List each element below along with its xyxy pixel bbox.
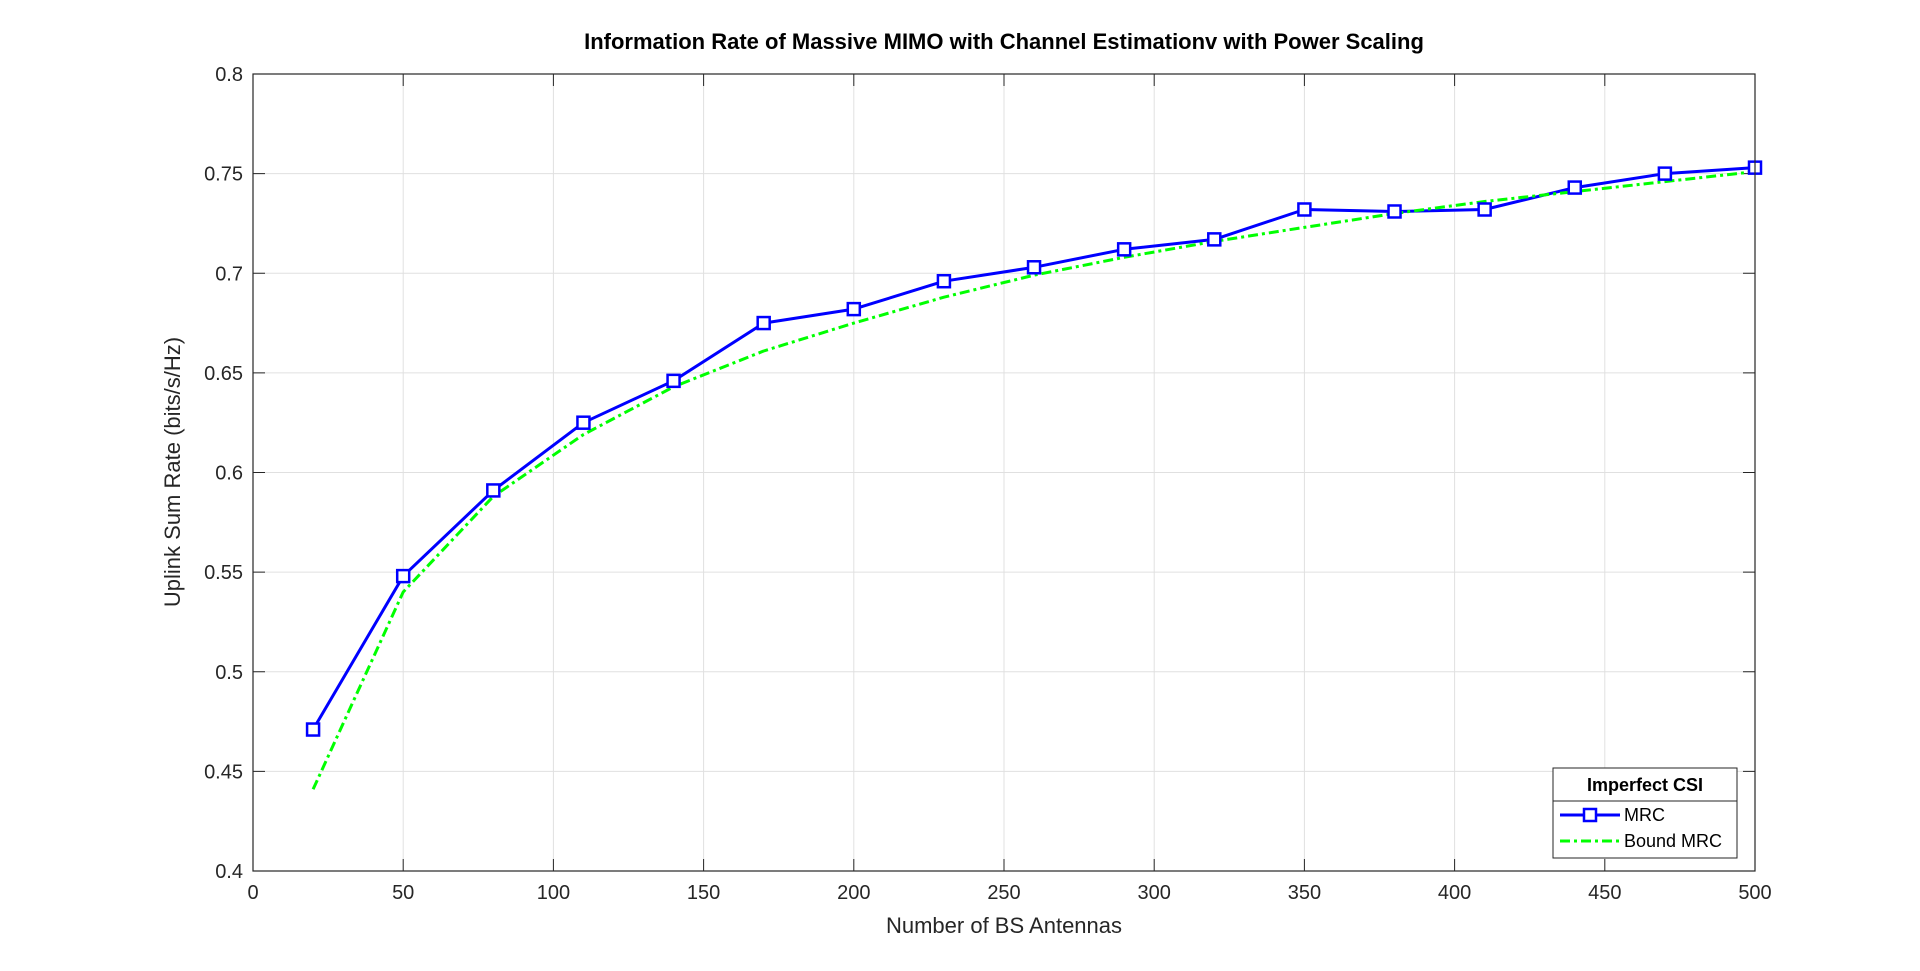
data-point-mrc: [576, 415, 591, 430]
y-tick-label: 0.4: [215, 861, 243, 883]
y-tick-label: 0.8: [215, 64, 243, 86]
x-tick-label: 150: [687, 882, 720, 904]
y-tick-label: 0.55: [204, 562, 243, 584]
x-tick-label: 400: [1438, 882, 1471, 904]
plot-area-border: [252, 73, 1756, 872]
x-tick-label: 50: [392, 882, 414, 904]
y-tick-labels: 0.4 0.45 0.5 0.55 0.6 0.65 0.7 0.75 0.8: [204, 64, 243, 883]
data-point-mrc: [936, 273, 952, 289]
data-point-mrc: [1026, 260, 1042, 275]
data-point-mrc: [1297, 202, 1312, 217]
y-tick-label: 0.65: [204, 363, 243, 385]
data-point-mrc: [756, 315, 771, 331]
y-tick-label: 0.75: [204, 164, 243, 186]
x-tick-label: 450: [1588, 882, 1621, 904]
data-point-mrc: [305, 722, 321, 737]
legend-label-bound-mrc: Bound MRC: [1624, 831, 1722, 851]
y-tick-label: 0.45: [204, 761, 243, 783]
data-point-mrc: [1567, 180, 1583, 195]
data-point-mrc: [846, 301, 862, 317]
y-tick-label: 0.6: [215, 463, 243, 485]
data-point-mrc: [1657, 166, 1673, 181]
x-tick-label: 300: [1138, 882, 1171, 904]
legend: Imperfect CSI MRC Bound MRC: [1552, 767, 1738, 859]
data-point-mrc: [666, 373, 681, 389]
x-tick-label: 200: [837, 882, 870, 904]
x-tick-labels: 0 50 100 150 200 250 300 350 400 450 500: [247, 882, 1771, 904]
x-tick-label: 250: [987, 882, 1020, 904]
x-tick-label: 500: [1738, 882, 1771, 904]
data-point-mrc: [1387, 204, 1402, 219]
data-point-mrc: [486, 483, 501, 498]
series-line-bound-mrc: [311, 170, 1756, 790]
data-point-mrc: [1477, 202, 1492, 217]
y-axis-label: Uplink Sum Rate (bits/s/Hz): [160, 337, 185, 607]
data-point-mrc: [1116, 242, 1132, 257]
x-tick-label: 0: [247, 882, 258, 904]
chart-title: Information Rate of Massive MIMO with Ch…: [584, 29, 1424, 54]
legend-title: Imperfect CSI: [1587, 775, 1703, 795]
data-point-mrc: [395, 568, 411, 584]
legend-label-mrc: MRC: [1624, 805, 1665, 825]
data-point-mrc: [1207, 232, 1222, 247]
legend-swatch-mrc-marker: [1582, 807, 1598, 823]
x-axis-label: Number of BS Antennas: [886, 913, 1122, 938]
series-markers: [305, 160, 1763, 737]
y-tick-label: 0.7: [215, 263, 243, 285]
x-tick-label: 350: [1288, 882, 1321, 904]
y-tick-label: 0.5: [215, 662, 243, 684]
x-tick-label: 100: [537, 882, 570, 904]
